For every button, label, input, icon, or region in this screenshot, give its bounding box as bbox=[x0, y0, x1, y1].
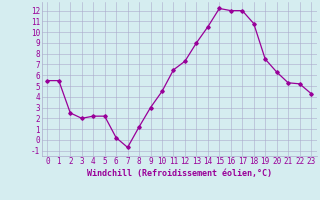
X-axis label: Windchill (Refroidissement éolien,°C): Windchill (Refroidissement éolien,°C) bbox=[87, 169, 272, 178]
